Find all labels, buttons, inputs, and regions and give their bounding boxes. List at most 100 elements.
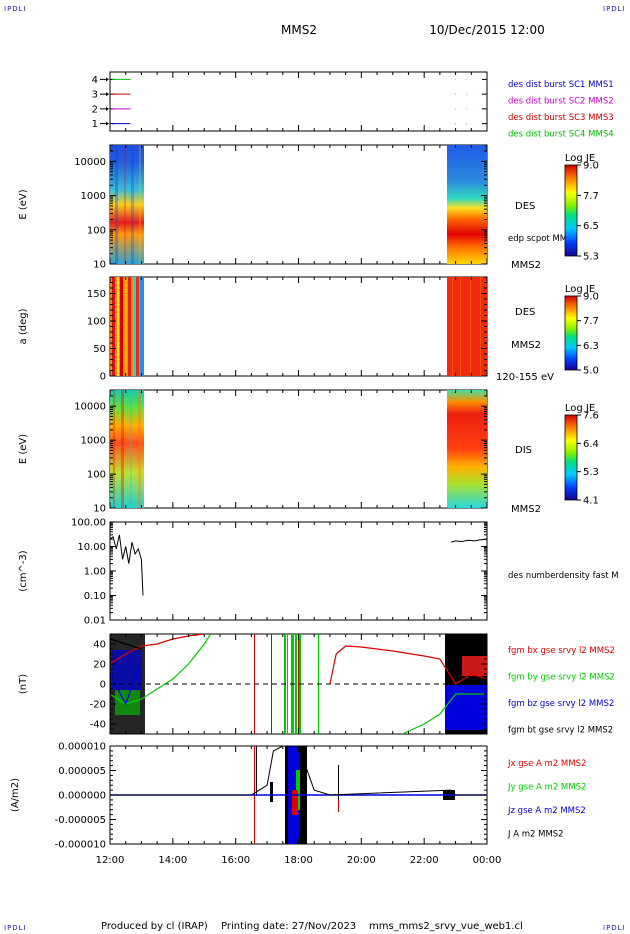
panel-frame xyxy=(109,144,488,265)
footer-produced-by: Produced by cl (IRAP) xyxy=(101,921,208,932)
logo-left-top: IPDLI xyxy=(4,5,27,13)
b-series-line xyxy=(452,634,487,645)
colorbar-tick-label: 6.4 xyxy=(583,439,599,450)
b-series-line xyxy=(329,645,487,685)
colorbar-tick-label: 5.3 xyxy=(583,467,599,478)
y-tick-label: 2 xyxy=(92,104,98,115)
legend-entry: des dist burst SC4 MMS4 xyxy=(508,130,614,140)
dis-energy-spectrogram-a xyxy=(110,390,144,508)
panel-frame xyxy=(109,276,488,377)
colorbar xyxy=(564,164,578,257)
colorbar-title: Log JE xyxy=(565,403,595,414)
colorbar-tick-label: 7.6 xyxy=(583,411,599,422)
colorbar-tick-label: 9.0 xyxy=(583,161,599,172)
y-tick-label: 4 xyxy=(92,75,98,86)
panel-current-axes: 12:00 14:00 16:00 18:00 20:00 22:00 00:00 -0.00… xyxy=(10,742,586,867)
panel-density: 0.01 0.10 1.00 10.00 100.00 (cm^-3) des number… xyxy=(18,518,619,627)
y-tick-label: 100 xyxy=(87,470,106,481)
logo-right-top: IPDLI xyxy=(603,5,626,13)
panel-frame xyxy=(109,71,488,132)
panel-label: DES xyxy=(515,307,535,318)
y-tick-label: 0.000000 xyxy=(58,791,106,802)
legend-entry: fgm bx gse srvy l2 MMS2 xyxy=(508,646,615,656)
panel-burst-availability: 1 2 3 4 des dist burst SC1 MMS1 des dist burs… xyxy=(92,72,614,140)
legend-entry: Jx gse A m2 MMS2 xyxy=(507,759,586,769)
panel-frame xyxy=(109,521,488,621)
panel-magnetic-field-data xyxy=(110,634,487,734)
panel-des-pitch-axes: 0 50 100 150 a (deg) DES MMS2 120-155 eV Log JE9… xyxy=(18,276,599,383)
logo-right-bottom: IPDLI xyxy=(603,924,626,932)
y-tick-label: 100 xyxy=(87,317,106,328)
b-series-line xyxy=(110,666,142,706)
x-tick-label: 16:00 xyxy=(221,855,250,866)
y-tick-arrowhead xyxy=(106,106,109,111)
legend-entry: Jy gse A m2 MMS2 xyxy=(507,783,586,793)
panel-label-2: edp scpot MMS2 xyxy=(508,234,578,244)
colorbar-tick-label: 4.1 xyxy=(583,496,599,507)
des-energy-spectrogram-b xyxy=(447,145,487,264)
colorbar-tick-label: 5.0 xyxy=(583,366,599,377)
y-tick-label: 0.000005 xyxy=(58,766,106,777)
colorbar-tick-label: 7.7 xyxy=(583,191,599,202)
panel-label-2: MMS2 xyxy=(511,340,541,351)
legend-entry: Jz gse A m2 MMS2 xyxy=(507,806,586,816)
y-axis-label: a (deg) xyxy=(18,308,29,344)
y-tick-label: 0 xyxy=(100,372,106,383)
dis-energy-spectrogram-b xyxy=(447,390,487,508)
panel-label: DES xyxy=(515,201,535,212)
panel-current-data xyxy=(110,746,487,844)
legend-entry: des dist burst SC1 MMS1 xyxy=(508,80,614,90)
x-tick-label: 20:00 xyxy=(347,855,376,866)
y-axis-label: (A/m2) xyxy=(10,778,21,812)
y-tick-label: 0.10 xyxy=(84,591,106,602)
y-tick-label: 10 xyxy=(93,504,106,515)
colorbar-tick-label: 6.5 xyxy=(583,221,599,232)
colorbar-tick-label: 6.3 xyxy=(583,341,599,352)
panel-label-3: MMS2 xyxy=(511,260,541,271)
logo-left-bottom: IPDLI xyxy=(4,924,27,932)
header-datetime: 10/Dec/2015 12:00 xyxy=(429,23,545,37)
header-spacecraft: MMS2 xyxy=(281,23,317,37)
y-tick-label: 10.00 xyxy=(77,542,106,553)
legend-entry: fgm bz gse srvy l2 MMS2 xyxy=(508,699,614,709)
y-tick-label: -20 xyxy=(90,700,106,711)
des-pitch-spectrogram-b xyxy=(447,277,487,376)
y-tick-label: 1.00 xyxy=(84,567,106,578)
density-plot-area xyxy=(110,534,487,596)
panel-label: DIS xyxy=(515,445,532,456)
footer-printing-date: Printing date: 27/Nov/2023 xyxy=(221,921,356,932)
y-axis-label: E (eV) xyxy=(18,189,29,219)
y-axis-label: (nT) xyxy=(18,674,29,694)
footer-filename: mms_mms2_srvy_vue_web1.cl xyxy=(369,921,523,932)
x-tick-label: 14:00 xyxy=(158,855,187,866)
y-axis-label: (cm^-3) xyxy=(18,550,29,591)
y-tick-label: 20 xyxy=(93,660,106,671)
legend-entry: fgm bt gse srvy l2 MMS2 xyxy=(508,726,613,736)
panel-label-2: MMS2 xyxy=(511,504,541,515)
legend-entry: des dist burst SC3 MMS3 xyxy=(508,113,614,123)
y-tick-label: 0.000010 xyxy=(58,742,106,753)
x-tick-label: 00:00 xyxy=(473,855,502,866)
b-series-line xyxy=(110,634,212,705)
panel-magnetic-field-axes: -40 -20 0 20 40 (nT) fgm bx gse srvy l2 MMS2 fg… xyxy=(18,633,615,736)
panel-des-energy-axes: 10 100 1000 10000 E (eV) DES edp scpot MMS2 MMS… xyxy=(18,144,599,271)
colorbar-tick-label: 7.7 xyxy=(583,316,599,327)
y-tick-label: 0.01 xyxy=(84,616,106,627)
panel-dis-energy xyxy=(110,390,487,508)
y-axis-label: E (eV) xyxy=(18,434,29,464)
panel-label-3: 120-155 eV xyxy=(496,372,554,383)
colorbar xyxy=(564,295,578,371)
des-pitch-spectrogram-a xyxy=(110,277,144,376)
y-tick-label: 1 xyxy=(92,119,98,130)
dis-energy-stripes xyxy=(113,390,141,508)
legend-entry: des dist burst SC2 MMS2 xyxy=(508,97,614,107)
x-tick-label: 12:00 xyxy=(96,855,125,866)
legend-entry: J A m2 MMS2 xyxy=(507,830,564,840)
panel-des-energy xyxy=(110,145,487,264)
y-tick-label: 10 xyxy=(93,260,106,271)
des-energy-spectrogram-a xyxy=(110,145,144,264)
y-tick-label: 100 xyxy=(87,225,106,236)
colorbar-tick-label: 9.0 xyxy=(583,292,599,303)
b-series-line xyxy=(110,638,142,650)
